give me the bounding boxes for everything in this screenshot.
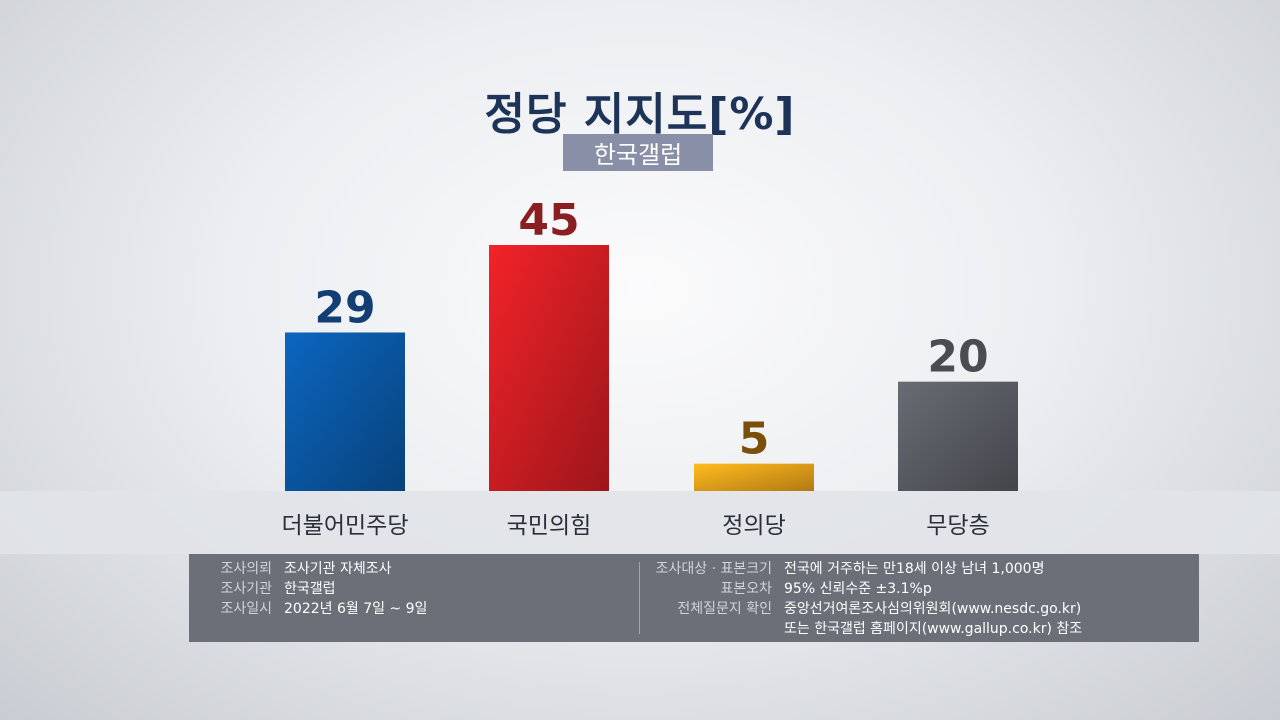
info-value: 또는 한국갤럽 홈페이지(www.gallup.co.kr) 참조 xyxy=(784,621,1083,637)
info-row: 또는 한국갤럽 홈페이지(www.gallup.co.kr) 참조 xyxy=(639,618,1082,638)
info-value: 중앙선거여론조사심의위원회(www.nesdc.go.kr) xyxy=(784,601,1082,617)
info-row: 조사의뢰 조사기관 자체조사 xyxy=(189,558,427,578)
source-badge: 한국갤럽 xyxy=(563,134,713,171)
info-row: 조사대상 · 표본크기 전국에 거주하는 만18세 이상 남녀 1,000명 xyxy=(639,558,1082,578)
value-label-1: 29 xyxy=(314,282,375,333)
category-label-band xyxy=(0,491,1280,554)
info-key: 표본오차 xyxy=(720,581,772,597)
category-label-3: 정의당 xyxy=(722,513,786,539)
info-key: 전체질문지 확인 xyxy=(677,601,772,617)
info-divider xyxy=(639,562,640,634)
bar-1 xyxy=(285,332,405,491)
info-value: 95% 신뢰수준 ±3.1%p xyxy=(784,581,932,597)
info-key: 조사의뢰 xyxy=(220,561,272,577)
value-label-4: 20 xyxy=(927,332,988,383)
info-value: 한국갤럽 xyxy=(284,581,336,597)
info-row: 조사일시 2022년 6월 7일 ~ 9일 xyxy=(189,598,427,618)
category-label-4: 무당층 xyxy=(926,513,990,539)
bar-2 xyxy=(489,245,609,491)
bar-3 xyxy=(694,463,814,491)
bar-4 xyxy=(898,381,1018,491)
chart-title: 정당 지지도 xyxy=(484,89,709,140)
info-key: 조사일시 xyxy=(220,601,272,617)
info-row: 전체질문지 확인 중앙선거여론조사심의위원회(www.nesdc.go.kr) xyxy=(639,598,1082,618)
info-key: 조사대상 · 표본크기 xyxy=(655,561,772,577)
survey-info-left: 조사의뢰 조사기관 자체조사 조사기관 한국갤럽 조사일시 2022년 6월 7… xyxy=(189,558,427,618)
category-label-1: 더불어민주당 xyxy=(281,513,409,539)
info-value: 조사기관 자체조사 xyxy=(284,561,392,577)
info-key: 조사기관 xyxy=(220,581,272,597)
survey-info-right: 조사대상 · 표본크기 전국에 거주하는 만18세 이상 남녀 1,000명 표… xyxy=(639,558,1083,638)
category-label-2: 국민의힘 xyxy=(506,513,592,539)
info-row: 조사기관 한국갤럽 xyxy=(189,578,427,598)
chart-title-wrap: 정당 지지도[%] xyxy=(0,78,1280,142)
info-value: 2022년 6월 7일 ~ 9일 xyxy=(284,601,428,617)
survey-info-panel: 조사의뢰 조사기관 자체조사 조사기관 한국갤럽 조사일시 2022년 6월 7… xyxy=(189,554,1199,642)
value-label-2: 45 xyxy=(518,195,579,246)
chart-unit: [%] xyxy=(708,89,796,140)
info-value: 전국에 거주하는 만18세 이상 남녀 1,000명 xyxy=(784,561,1045,577)
info-row: 표본오차 95% 신뢰수준 ±3.1%p xyxy=(639,578,1082,598)
value-label-3: 5 xyxy=(739,414,770,465)
